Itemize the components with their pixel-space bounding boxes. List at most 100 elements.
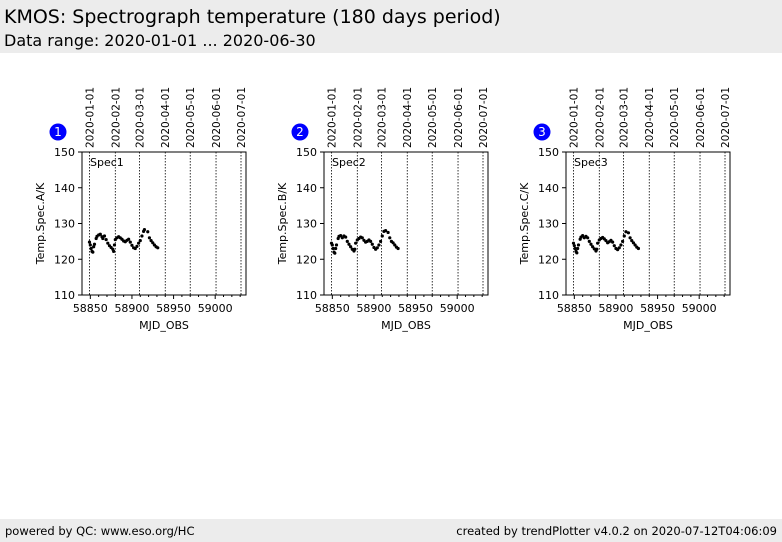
data-point bbox=[572, 244, 576, 248]
data-point bbox=[370, 242, 374, 246]
date-tick-label: 2020-07-01 bbox=[478, 87, 490, 148]
panel-badge bbox=[533, 123, 551, 141]
data-point bbox=[379, 239, 383, 243]
y-tick-label: 120 bbox=[296, 253, 317, 266]
data-point bbox=[617, 246, 621, 250]
x-tick-label: 58900 bbox=[356, 302, 391, 315]
data-point bbox=[146, 230, 150, 234]
data-point bbox=[575, 251, 579, 255]
x-tick-label: 58850 bbox=[557, 302, 592, 315]
y-axis-label: Temp.Spec.B/K bbox=[276, 182, 289, 265]
x-axis-label: MJD_OBS bbox=[381, 319, 431, 332]
date-tick-label: 2020-04-01 bbox=[644, 87, 656, 148]
data-point bbox=[626, 231, 631, 235]
date-tick-label: 2020-04-01 bbox=[160, 87, 172, 148]
data-point bbox=[98, 232, 102, 236]
series-label: Spec3 bbox=[574, 156, 608, 169]
y-tick-label: 140 bbox=[296, 182, 317, 195]
data-point bbox=[112, 249, 116, 253]
data-range: Data range: 2020-01-01 ... 2020-06-30 bbox=[4, 31, 316, 50]
data-point bbox=[353, 247, 357, 251]
date-tick-label: 2020-02-01 bbox=[110, 87, 122, 148]
data-point bbox=[589, 242, 593, 246]
data-point bbox=[102, 234, 107, 238]
data-point bbox=[586, 236, 590, 240]
data-point bbox=[369, 239, 373, 243]
data-point bbox=[571, 241, 576, 245]
data-point bbox=[101, 236, 105, 241]
data-point bbox=[375, 246, 379, 250]
y-tick-label: 140 bbox=[538, 182, 559, 195]
data-point bbox=[92, 245, 96, 249]
x-tick-label: 59000 bbox=[198, 302, 233, 315]
y-tick-label: 130 bbox=[296, 218, 317, 231]
date-tick-label: 2020-07-01 bbox=[236, 87, 248, 148]
data-point bbox=[587, 239, 591, 243]
data-point bbox=[619, 243, 623, 247]
data-point bbox=[330, 243, 334, 247]
data-point bbox=[612, 244, 616, 248]
data-point bbox=[344, 235, 348, 239]
data-point bbox=[92, 242, 97, 246]
data-point bbox=[611, 240, 615, 244]
date-tick-label: 2020-03-01 bbox=[376, 87, 388, 148]
data-point bbox=[377, 243, 381, 247]
data-point bbox=[333, 251, 337, 255]
y-tick-label: 140 bbox=[54, 182, 75, 195]
data-point bbox=[135, 244, 139, 248]
data-point bbox=[91, 250, 95, 254]
x-tick-label: 58850 bbox=[73, 302, 108, 315]
data-point bbox=[140, 234, 144, 238]
data-point bbox=[87, 240, 92, 244]
plot-background bbox=[324, 152, 488, 295]
data-point bbox=[345, 239, 349, 243]
date-tick-label: 2020-01-01 bbox=[326, 87, 338, 148]
data-point bbox=[130, 243, 134, 247]
data-point bbox=[388, 236, 392, 240]
data-point bbox=[138, 239, 142, 243]
x-tick-label: 58950 bbox=[640, 302, 675, 315]
x-tick-label: 58950 bbox=[398, 302, 433, 315]
date-tick-label: 2020-06-01 bbox=[695, 87, 707, 148]
chart-panel-3: 2020-01-01 2020-02-01 2020-03-01 2020-04-01… bbox=[518, 87, 732, 332]
data-point bbox=[89, 246, 93, 251]
data-point bbox=[596, 241, 600, 245]
panel-badge-number: 3 bbox=[538, 125, 546, 139]
data-point bbox=[104, 237, 108, 242]
y-tick-label: 120 bbox=[54, 253, 75, 266]
data-point bbox=[624, 230, 628, 234]
data-point bbox=[354, 241, 358, 245]
x-axis-label: MJD_OBS bbox=[623, 319, 673, 332]
data-point bbox=[334, 246, 338, 251]
date-tick-label: 2020-02-01 bbox=[594, 87, 606, 148]
data-point bbox=[622, 234, 626, 238]
data-point bbox=[127, 237, 131, 241]
y-tick-label: 150 bbox=[538, 146, 559, 159]
chart-panel-2: 2020-01-01 2020-02-01 2020-03-01 2020-04-01… bbox=[276, 87, 490, 332]
y-tick-label: 110 bbox=[54, 289, 75, 302]
series-label: Spec1 bbox=[90, 156, 124, 169]
date-tick-label: 2020-05-01 bbox=[427, 87, 439, 148]
x-tick-label: 59000 bbox=[682, 302, 717, 315]
data-point bbox=[112, 243, 117, 247]
x-tick-label: 58900 bbox=[114, 302, 149, 315]
panel-badge-number: 2 bbox=[296, 125, 304, 139]
data-point bbox=[396, 246, 400, 251]
date-tick-label: 2020-03-01 bbox=[134, 87, 146, 148]
data-point bbox=[156, 246, 160, 250]
data-point bbox=[636, 246, 641, 251]
date-tick-label: 2020-06-01 bbox=[211, 87, 223, 148]
panel-badge-number: 1 bbox=[54, 125, 62, 139]
y-tick-label: 130 bbox=[54, 218, 75, 231]
y-tick-label: 150 bbox=[296, 146, 317, 159]
date-tick-label: 2020-01-01 bbox=[568, 87, 580, 148]
data-point bbox=[137, 241, 141, 245]
date-tick-label: 2020-06-01 bbox=[453, 87, 465, 148]
date-tick-label: 2020-03-01 bbox=[618, 87, 630, 148]
y-tick-label: 110 bbox=[296, 289, 317, 302]
data-point bbox=[621, 239, 625, 243]
x-tick-label: 58950 bbox=[156, 302, 191, 315]
series-label: Spec2 bbox=[332, 156, 366, 169]
date-tick-label: 2020-01-01 bbox=[84, 87, 96, 148]
date-tick-label: 2020-04-01 bbox=[402, 87, 414, 148]
